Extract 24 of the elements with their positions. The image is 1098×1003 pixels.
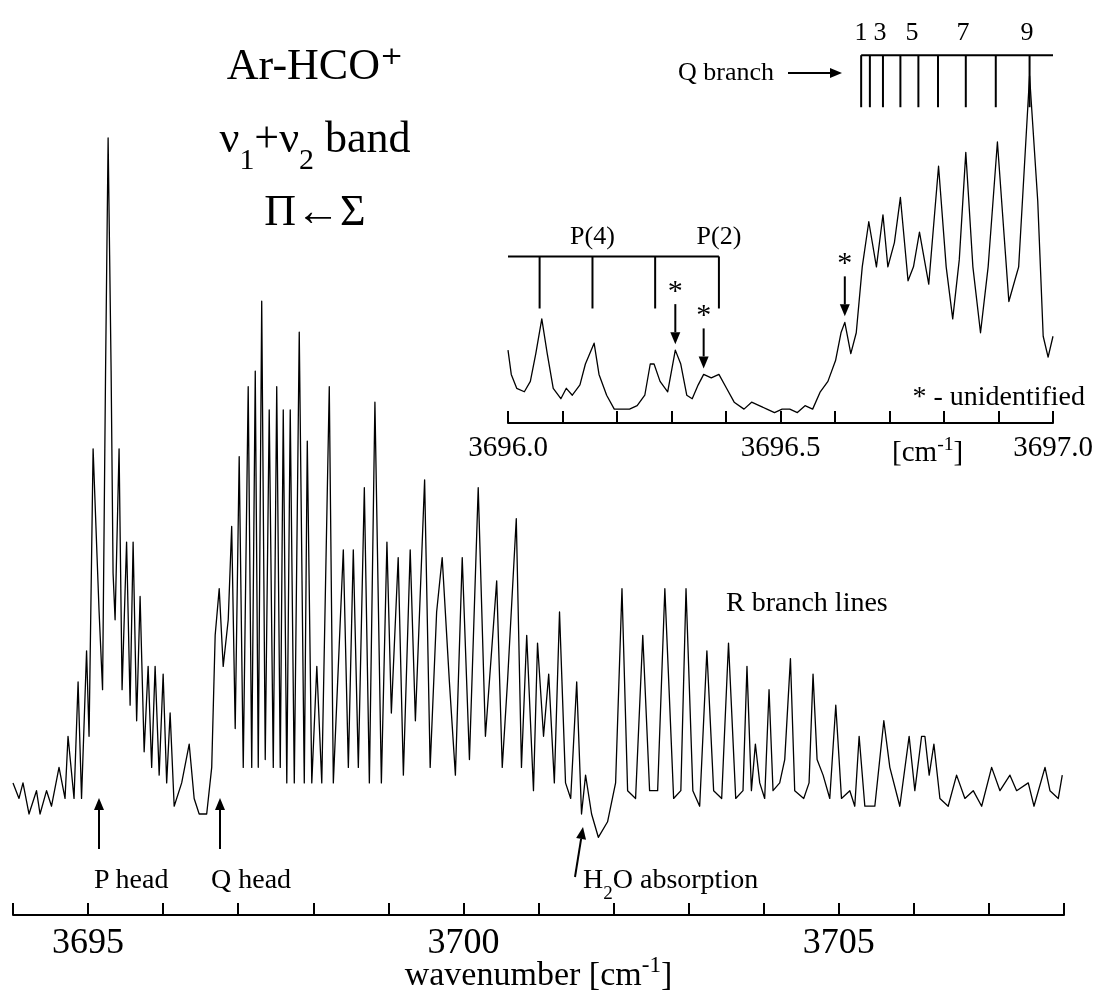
x-tick-label: 3697.0 bbox=[1013, 429, 1093, 462]
text: 5 bbox=[905, 17, 919, 46]
text: 3 bbox=[873, 17, 887, 46]
x-axis-title: [cm$^{-1}$] bbox=[892, 432, 964, 467]
annotation: R branch lines bbox=[726, 586, 888, 617]
ref-line-label: P(4) bbox=[570, 221, 615, 251]
text: 1 bbox=[854, 17, 868, 46]
ref-line-label: P(2) bbox=[696, 221, 742, 251]
annotation: Q head bbox=[211, 863, 292, 894]
annotation: P head bbox=[94, 863, 169, 894]
x-tick-label: 3700 bbox=[427, 921, 500, 961]
x-tick-label: 3695 bbox=[52, 921, 125, 961]
text: 9 bbox=[1020, 17, 1034, 46]
x-tick-label: 3705 bbox=[802, 921, 875, 961]
x-tick-label: 3696.5 bbox=[740, 429, 821, 462]
annotation: * bbox=[837, 245, 853, 279]
x-tick-label: 3696.0 bbox=[468, 429, 548, 462]
annotation: * bbox=[696, 297, 712, 331]
annotation: * bbox=[667, 273, 683, 307]
text: 7 bbox=[956, 17, 970, 46]
annotation: * - unidentified bbox=[912, 380, 1085, 411]
annotation: Q branch bbox=[677, 57, 774, 86]
annotation: H$_{2}$O absorption bbox=[583, 863, 759, 903]
chart-title: Ar-HCO⁺ ν$_{1}$+ν$_{2}$ band Π←Σ bbox=[219, 40, 411, 235]
